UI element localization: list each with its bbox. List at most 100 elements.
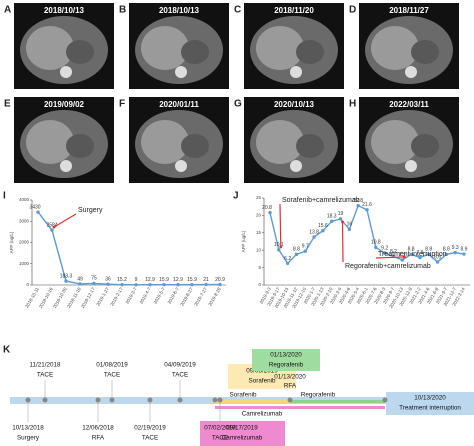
event-date: 01/13/2020 <box>274 374 306 381</box>
bar-label: Sorafenib <box>230 392 257 399</box>
scan-organ <box>181 40 209 64</box>
scan-organ <box>296 134 324 158</box>
scan-liver <box>371 120 419 164</box>
value-label: 15.9 <box>159 277 169 283</box>
data-point <box>365 208 369 212</box>
value-label: 3430 <box>29 204 40 210</box>
event-date: 01/08/2019 <box>96 362 128 369</box>
interruption-box <box>386 392 474 415</box>
x-tick-label: 2019-5-7 <box>153 286 167 305</box>
arrow-head <box>52 225 56 229</box>
data-point <box>356 203 360 208</box>
y-tick-label: 25 <box>256 195 262 200</box>
event-date: 04/09/2019 <box>164 362 196 369</box>
regorafenib-box <box>252 349 320 371</box>
data-point <box>162 282 166 287</box>
scan-liver <box>256 26 304 70</box>
data-point <box>134 283 138 287</box>
event-date: 07/02/2019 <box>204 425 236 432</box>
data-point <box>190 282 194 287</box>
box-date: 09/03/2019 <box>246 368 278 375</box>
annotation: Surgery <box>78 207 103 214</box>
event-dot <box>217 397 223 403</box>
panel-date: 2018/11/20 <box>274 6 314 15</box>
value-label: 8.8 <box>293 247 300 253</box>
regorafenib-bar <box>290 400 385 403</box>
box-event: Sorafenib <box>249 378 276 385</box>
scan-spine <box>290 66 302 78</box>
y-tick-label: 15 <box>256 230 262 235</box>
data-point <box>218 282 222 287</box>
event-dot <box>382 397 388 403</box>
event-dot <box>95 397 101 403</box>
value-label: 20.8 <box>262 205 272 211</box>
data-point <box>321 229 325 233</box>
box-date: 10/13/2020 <box>414 395 446 402</box>
data-point <box>462 252 466 256</box>
arrow-head <box>402 255 406 259</box>
data-point <box>312 235 316 239</box>
panel-letter: G <box>234 99 242 110</box>
panel-letter: I <box>3 191 6 202</box>
x-tick-label: 2019-3-7 <box>125 286 139 305</box>
data-point <box>268 210 272 215</box>
arrow-head <box>341 220 344 224</box>
panel-letter: E <box>4 99 11 110</box>
value-label: 8.2 <box>390 249 397 255</box>
arrow-head <box>279 245 283 249</box>
y-axis-label: AFP (ug/L) <box>241 230 246 252</box>
data-point <box>176 283 180 287</box>
scan-spine <box>60 66 72 78</box>
panel-date: 2018/11/27 <box>389 6 429 15</box>
event-name: TACE <box>104 372 120 379</box>
value-label: 9.2 <box>381 245 388 251</box>
value-label: 9.7 <box>302 244 309 250</box>
data-point <box>294 252 299 257</box>
data-point <box>400 258 404 262</box>
annotation-arrow <box>279 203 282 247</box>
y-tick-label: 0 <box>26 282 29 287</box>
panel-letter: K <box>3 345 11 356</box>
scan-spine <box>175 66 187 78</box>
value-label: 2584 <box>46 222 57 228</box>
scan-spine <box>405 66 417 78</box>
value-label: 12.9 <box>145 277 155 283</box>
value-label: 10.8 <box>371 240 381 246</box>
data-point <box>382 251 387 255</box>
panel-letter: J <box>233 191 239 202</box>
value-label: 7.2 <box>399 252 406 258</box>
annotation: Treatment interruption <box>378 251 447 258</box>
value-label: 10.1 <box>274 242 284 248</box>
event-dot <box>42 397 48 403</box>
event-dot <box>287 397 293 403</box>
value-label: 15.2 <box>117 277 127 283</box>
x-tick-label: 2019-2-17 <box>109 286 124 307</box>
data-point <box>285 261 290 266</box>
data-point <box>120 282 124 287</box>
event-date: 12/06/2018 <box>82 425 114 432</box>
y-tick-label: 0 <box>258 282 261 287</box>
panel-date: 2019/09/02 <box>44 100 85 109</box>
y-tick-label: 2000 <box>19 240 30 245</box>
data-point <box>204 282 208 287</box>
x-tick-label: 2019-7-27 <box>193 286 208 307</box>
y-tick-label: 20 <box>256 213 262 218</box>
event-name: Surgery <box>17 435 40 442</box>
scan-liver <box>141 26 189 70</box>
data-point <box>303 249 307 253</box>
data-line <box>37 211 221 286</box>
box-event: Regorafenib <box>269 362 304 369</box>
x-tick-label: 2019-8-28 <box>207 286 222 307</box>
value-label: 8.8 <box>443 247 450 253</box>
scan-liver <box>371 26 419 70</box>
data-point <box>92 281 96 286</box>
data-point <box>106 282 110 286</box>
scan-organ <box>66 40 94 64</box>
x-tick-label: 2019-1-27 <box>95 286 110 307</box>
event-name: TACE <box>212 435 228 442</box>
event-date: 11/21/2018 <box>29 362 61 369</box>
data-point <box>374 245 378 250</box>
value-label: 13.8 <box>309 229 319 235</box>
value-label: 19 <box>338 211 344 217</box>
event-name: TACE <box>37 372 53 379</box>
